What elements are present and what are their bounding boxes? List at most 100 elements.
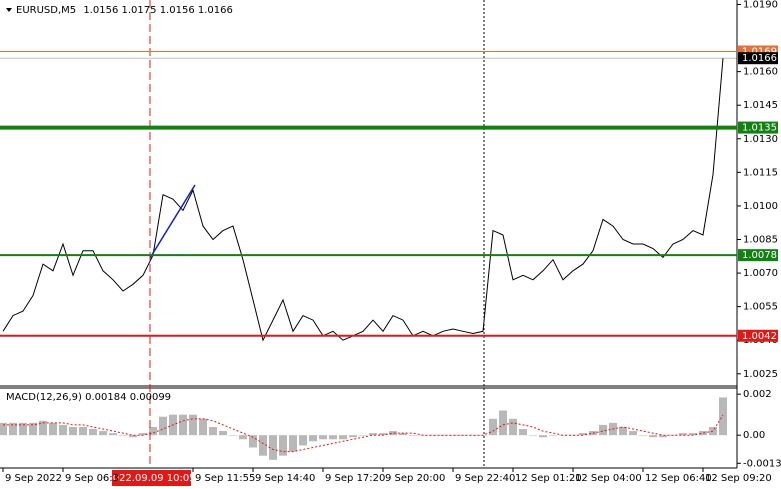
- macd-bar: [549, 435, 557, 436]
- macd-bar: [119, 435, 127, 436]
- y-tick-label: -0.00137: [743, 458, 781, 469]
- macd-bar: [9, 422, 17, 436]
- symbol: EURUSD,M5: [16, 5, 76, 16]
- macd-bar: [149, 426, 157, 436]
- x-tick-label: 9 Sep 11:55: [195, 473, 255, 484]
- macd-bar: [379, 433, 387, 436]
- macd-bar: [29, 422, 37, 436]
- macd-bar: [279, 435, 287, 456]
- menu-icon[interactable]: [6, 8, 12, 12]
- macd-bar: [689, 433, 697, 436]
- macd-bar: [269, 435, 277, 460]
- macd-bar: [19, 422, 27, 436]
- macd-bar: [99, 431, 107, 436]
- y-tick-label: 1.0055: [743, 302, 778, 313]
- plot-layer: [0, 57, 737, 460]
- macd-bar: [579, 433, 587, 436]
- signal-value: 0.00099: [130, 392, 171, 403]
- macd-bar: [539, 435, 547, 438]
- macd-bar: [649, 435, 657, 438]
- macd-bar: [109, 433, 117, 436]
- price-box: [738, 52, 778, 65]
- level-label: 1.0135: [742, 123, 777, 134]
- low: 1.0156: [160, 5, 195, 16]
- macd-bar: [529, 435, 537, 436]
- level-label: 1.0042: [742, 331, 777, 342]
- macd-bar: [349, 435, 357, 438]
- level-label: 1.0169: [742, 46, 777, 57]
- macd-bar: [469, 435, 477, 436]
- macd-bar: [129, 435, 137, 438]
- macd-bar: [679, 433, 687, 436]
- x-tick-label: 12 Sep 01:20: [515, 473, 582, 484]
- macd-bar: [49, 422, 57, 436]
- macd-bar: [709, 426, 717, 436]
- macd-header: MACD(12,26,9) 0.00184 0.00099: [6, 392, 171, 403]
- macd-bar: [39, 420, 47, 436]
- x-tick-label: 9 Sep 2022: [5, 473, 62, 484]
- macd-bar: [719, 397, 727, 436]
- macd-bar: [629, 431, 637, 436]
- level-box: [738, 329, 778, 342]
- x-tick-label: 9 Sep 17:20: [325, 473, 385, 484]
- macd-bar: [339, 435, 347, 440]
- macd-title: MACD(12,26,9): [6, 392, 82, 403]
- macd-bar: [659, 435, 667, 438]
- x-tick-label: 12 Sep 06:40: [645, 473, 712, 484]
- symbol-header: EURUSD,M5 1.0156 1.0175 1.0156 1.0166: [16, 5, 233, 16]
- macd-bar: [449, 435, 457, 436]
- macd-bar: [59, 424, 67, 436]
- price-line-series: [2, 58, 724, 342]
- macd-bar: [519, 429, 527, 436]
- y-tick-label: 1.0145: [743, 100, 778, 111]
- macd-bar: [319, 435, 327, 440]
- level-box: [738, 121, 778, 134]
- macd-bar: [399, 433, 407, 436]
- x-tick-label: 12 Sep 04:00: [575, 473, 642, 484]
- macd-bar: [219, 431, 227, 436]
- macd-bar: [289, 435, 297, 452]
- open: 1.0156: [83, 5, 118, 16]
- x-tick-label: 12 Sep 09:20: [705, 473, 772, 484]
- macd-bar: [0, 422, 7, 436]
- trend-line: [149, 184, 196, 259]
- y-tick-label: 1.0100: [743, 201, 778, 212]
- level-label: 1.0078: [742, 250, 777, 261]
- y-tick-label: 0.002: [743, 389, 772, 400]
- macd-bar: [369, 433, 377, 436]
- macd-bar: [189, 414, 197, 436]
- macd-bar: [489, 418, 497, 436]
- macd-bar: [159, 416, 167, 436]
- macd-bar: [699, 431, 707, 436]
- x-tick-label: 9 Sep 14:40: [255, 473, 315, 484]
- macd-bar: [209, 426, 217, 436]
- macd-bar: [259, 435, 267, 456]
- y-tick-label: 1.0085: [743, 235, 778, 246]
- high: 1.0175: [122, 5, 157, 16]
- macd-bar: [499, 410, 507, 436]
- macd-bar: [599, 424, 607, 436]
- y-tick-label: 1.0115: [743, 167, 778, 178]
- crosshair-label: 2022.09.09 10:05: [106, 473, 195, 484]
- x-tick-label: 9 Sep 22:40: [455, 473, 515, 484]
- level-box: [738, 249, 778, 262]
- macd-bar: [569, 435, 577, 436]
- macd-bar: [299, 435, 307, 446]
- macd-bar: [69, 426, 77, 436]
- y-tick-label: 1.0190: [743, 0, 778, 10]
- macd-bar: [179, 414, 187, 436]
- y-tick-label: 1.0070: [743, 268, 778, 279]
- x-tick-label: 9 Sep 20:00: [385, 473, 445, 484]
- signal-line: [3, 414, 724, 453]
- y-tick-label: 0.00: [743, 430, 765, 441]
- y-tick-label: 1.0160: [743, 67, 778, 78]
- macd-bar: [199, 418, 207, 436]
- y-tick-label: 1.0130: [743, 134, 778, 145]
- macd-bar: [409, 435, 417, 436]
- macd-bar: [139, 433, 147, 436]
- macd-bar: [509, 418, 517, 436]
- macd-bar: [309, 435, 317, 442]
- macd-bar: [79, 426, 87, 436]
- x-tick-label: 9 Sep 06:3: [65, 473, 119, 484]
